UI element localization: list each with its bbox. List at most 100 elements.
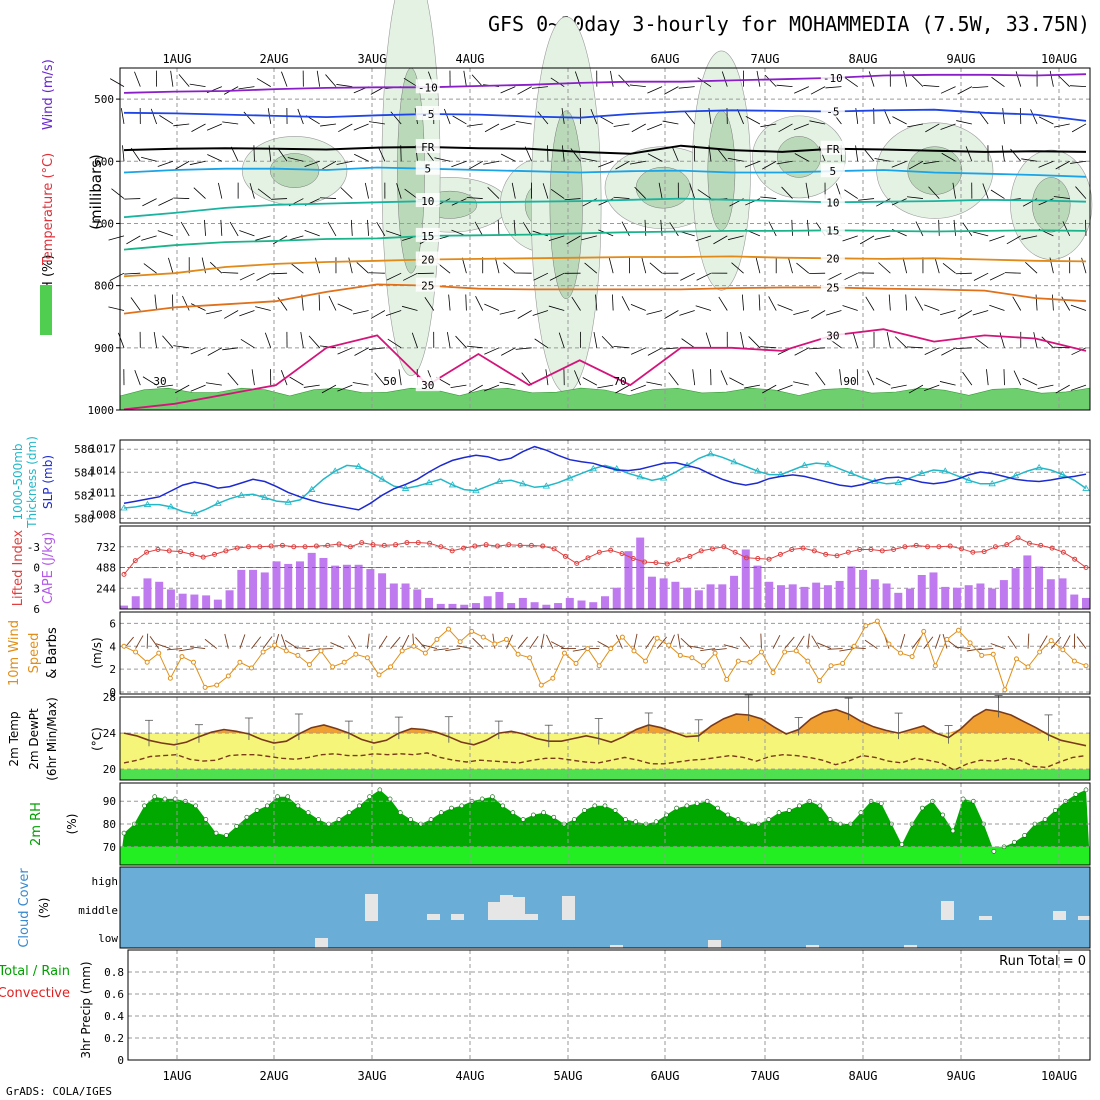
- upper-barb-1-57: [1038, 116, 1054, 125]
- upper-barb-0-40: [764, 74, 777, 87]
- wind10m-marker-5: [179, 654, 185, 660]
- slp-tick-1017: 1017: [90, 443, 117, 456]
- wind10m-barb-79: [1039, 635, 1048, 649]
- wind10m-barb-61: [816, 642, 832, 649]
- rh2m-marker-9: [213, 830, 219, 836]
- cape-tick-488: 488: [96, 562, 116, 575]
- upper-barb-4-53: [972, 231, 989, 237]
- upper-barb-7-51: [941, 347, 956, 356]
- li-marker-25: [404, 540, 410, 546]
- upper-barb-7-39: [748, 336, 761, 349]
- cape-bar-1: [131, 596, 140, 609]
- thickness-marker-80: [1058, 470, 1067, 477]
- li-marker-62: [823, 551, 829, 557]
- rh2m-marker-72: [858, 810, 864, 815]
- contour-label-bg-1-1: [820, 103, 845, 118]
- cape-bar-6: [190, 594, 199, 609]
- cape-bar-75: [999, 580, 1008, 609]
- date-bottom-6AUG: 6AUG: [651, 1069, 680, 1083]
- upper-barb-6-24: [499, 310, 516, 315]
- date-bottom-1AUG: 1AUG: [163, 1069, 192, 1083]
- upper-barb-2-56: [1021, 158, 1038, 162]
- credit-label: GrADS: COLA/IGES: [6, 1085, 112, 1098]
- cloud-block-4: [500, 895, 513, 920]
- temperature-side-label: Temperature (°C): [41, 153, 56, 266]
- upper-barb-5-59: [1081, 257, 1087, 274]
- rh2m-marker-7: [193, 803, 198, 809]
- rh2m-marker-81: [950, 828, 956, 834]
- upper-barb-7-32: [630, 347, 646, 355]
- upper-barb-1-24: [500, 123, 516, 131]
- cape-bar-49: [694, 590, 703, 609]
- cape-bar-42: [612, 587, 621, 609]
- wind10m-label: 10m Wind: [7, 620, 22, 686]
- upper-barb-1-31: [613, 123, 630, 127]
- li-marker-4: [166, 548, 172, 554]
- upper-barb-8-7: [227, 372, 239, 386]
- upper-barb-2-37: [717, 148, 728, 162]
- wind10m-barb-22: [378, 635, 388, 649]
- thickness-marker-4: [167, 503, 175, 510]
- cape-bar-57: [788, 584, 797, 609]
- li-marker-43: [608, 547, 614, 553]
- upper-barb-8-2: [142, 376, 157, 386]
- upper-barb-5-26: [533, 272, 549, 281]
- upper-barb-3-3: [158, 198, 174, 206]
- upper-barb-0-39: [756, 70, 761, 87]
- upper-barb-6-43: [811, 310, 826, 319]
- upper-barb-3-5: [193, 187, 206, 199]
- upper-barb-6-42: [793, 310, 809, 315]
- li-marker-40: [574, 560, 580, 566]
- upper-barb-5-1: [124, 272, 141, 275]
- wind10m-marker-49: [689, 655, 695, 661]
- wind10m-marker-24: [399, 648, 405, 654]
- upper-barb-2-15: [354, 153, 369, 162]
- wind10m-barb-11: [251, 636, 262, 649]
- date-top-10AUG: 10AUG: [1041, 52, 1077, 66]
- wind10m-barb-65: [864, 639, 878, 649]
- upper-barb-1-13: [320, 123, 337, 127]
- upper-barb-4-42: [807, 219, 810, 236]
- upper-barb-5-9: [256, 272, 271, 281]
- series-line-slp: [123, 445, 1087, 511]
- rh2m-marker-15: [275, 794, 280, 799]
- upper-barb-2-31: [615, 160, 630, 170]
- upper-barb-3-59: [1075, 186, 1087, 199]
- rh2m-marker-13: [254, 808, 260, 813]
- rh2m-marker-90: [1042, 817, 1048, 822]
- wind10m-barb-20: [347, 635, 357, 649]
- upper-barb-8-40: [762, 384, 777, 394]
- wind10m-barb-28: [433, 648, 449, 651]
- cape-bar-5: [178, 593, 187, 609]
- wind10m-marker-77: [1013, 656, 1019, 662]
- li-marker-29: [449, 548, 455, 554]
- upper-barb-5-27: [549, 272, 565, 281]
- slp-tick-1008: 1008: [90, 508, 117, 521]
- wind10m-barb-30: [456, 645, 472, 650]
- run-total-label: Run Total = 0: [999, 954, 1086, 969]
- li-marker-30: [461, 545, 467, 551]
- upper-barb-5-47: [878, 262, 891, 274]
- upper-barb-4-9: [255, 235, 271, 241]
- li-marker-11: [245, 544, 251, 550]
- date-axis-bottom: 1AUG 2AUG 3AUG 4AUG 5AUG 6AUG 7AUG 8AUG 9AUG 10AU…: [163, 1069, 1078, 1083]
- upper-barb-0-48: [903, 70, 908, 87]
- upper-barb-4-15: [367, 219, 369, 236]
- li-marker-56: [755, 556, 761, 562]
- li-marker-3: [155, 547, 161, 553]
- cape-bar-64: [870, 579, 879, 609]
- li-marker-35: [517, 542, 523, 548]
- cape-bar-25: [413, 589, 422, 609]
- upper-barb-5-17: [386, 272, 402, 281]
- wind10m-marker-30: [469, 628, 475, 634]
- rh2m-marker-25: [377, 787, 383, 793]
- upper-barb-2-11: [287, 157, 304, 162]
- cape-bar-7: [202, 595, 211, 609]
- cloud-units-label: (%): [37, 898, 51, 919]
- wind10m-marker-74: [979, 652, 985, 658]
- rh2m-marker-33: [459, 803, 465, 809]
- upper-barb-0-26: [531, 86, 548, 89]
- wind10m-speed-polyline: [123, 620, 1087, 692]
- li-marker-0: [121, 571, 127, 577]
- upper-barb-1-58: [1053, 123, 1070, 128]
